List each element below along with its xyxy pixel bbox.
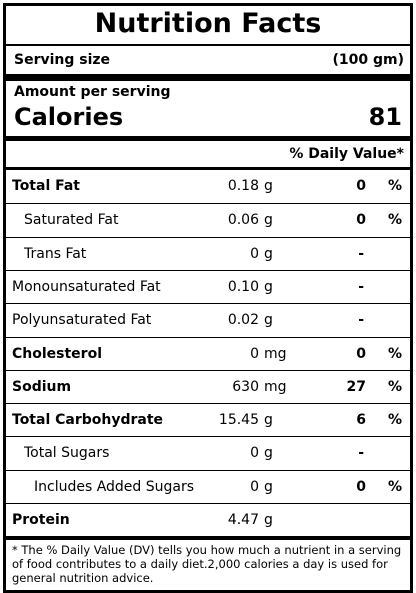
- dv-value: -: [358, 278, 364, 295]
- amount: 0.18: [227, 178, 259, 194]
- amount-caption: Amount per serving: [14, 84, 171, 100]
- amount: 630: [232, 378, 259, 395]
- calories-value: 81: [368, 103, 402, 131]
- amount: 0.06: [227, 212, 259, 229]
- serving-label: Serving size: [14, 52, 111, 68]
- nutrient-row: Total Fat 0.18 g 0%: [6, 170, 410, 203]
- unit: mg: [264, 345, 287, 362]
- dv-unit: %: [387, 478, 402, 495]
- dv-unit: %: [387, 378, 402, 395]
- rule: [6, 536, 410, 540]
- nutrient-name: Sodium: [12, 378, 72, 395]
- nutrient-name: Total Fat: [12, 178, 81, 194]
- amount: 15.45: [218, 412, 259, 429]
- serving-value: (100 gm): [332, 52, 404, 68]
- dv-value: -: [358, 445, 364, 462]
- dv-value: -: [358, 312, 364, 329]
- nutrient-row: Saturated Fat 0.06 g 0%: [6, 203, 410, 237]
- unit: g: [264, 245, 273, 262]
- unit: g: [264, 212, 273, 229]
- nutrient-name: Includes Added Sugars: [34, 478, 195, 495]
- nutrient-name: Cholesterol: [12, 345, 102, 362]
- nutrient-name: Monounsaturated Fat: [12, 278, 161, 295]
- unit: mg: [264, 378, 287, 395]
- unit: g: [264, 512, 273, 528]
- amount: 0.10: [227, 278, 259, 295]
- unit: g: [264, 178, 273, 194]
- unit: g: [264, 278, 273, 295]
- amount: 0: [250, 245, 259, 262]
- dv-value: 6: [356, 412, 366, 429]
- dv-value: -: [358, 245, 364, 262]
- dv-unit: %: [387, 178, 402, 194]
- rule: [6, 44, 410, 46]
- nutrient-row: Polyunsaturated Fat 0.02 g -: [6, 303, 410, 337]
- dv-unit: %: [387, 345, 402, 362]
- nutrient-row: Includes Added Sugars 0 g 0%: [6, 469, 410, 504]
- dv-unit: %: [387, 212, 402, 229]
- unit: g: [264, 312, 273, 329]
- dv-value: 0: [356, 212, 366, 229]
- dv-value: 0: [356, 178, 366, 194]
- unit: g: [264, 445, 273, 462]
- unit: g: [264, 478, 273, 495]
- nutrient-name: Protein: [12, 512, 70, 528]
- calories-label: Calories: [14, 103, 124, 131]
- nutrient-row: Total Carbohydrate 15.45 g 6%: [6, 403, 410, 437]
- nutrient-row: Monounsaturated Fat 0.10 g -: [6, 269, 410, 304]
- nutrient-row: Trans Fat 0 g -: [6, 236, 410, 271]
- nutrient-name: Trans Fat: [24, 245, 87, 262]
- dv-value: 0: [356, 345, 366, 362]
- rule: [6, 74, 410, 81]
- amount: 0: [250, 478, 259, 495]
- amount: 0.02: [227, 312, 259, 329]
- nutrition-label: Nutrition Facts Serving size (100 gm) Am…: [3, 3, 413, 593]
- rule: [6, 136, 410, 141]
- nutrient-row: Protein 4.47 g: [6, 503, 410, 537]
- nutrient-row: Sodium 630 mg 27%: [6, 369, 410, 404]
- nutrient-name: Total Carbohydrate: [12, 412, 164, 429]
- dv-unit: %: [387, 412, 402, 429]
- title: Nutrition Facts: [94, 8, 322, 39]
- amount: 0: [250, 445, 259, 462]
- amount: 0: [250, 345, 259, 362]
- nutrient-row: Cholesterol 0 mg 0%: [6, 336, 410, 371]
- dv-header: % Daily Value*: [289, 146, 404, 162]
- dv-value: 27: [346, 378, 366, 395]
- amount: 4.47: [227, 512, 259, 528]
- nutrient-row: Total Sugars 0 g -: [6, 436, 410, 470]
- rule: [6, 167, 410, 170]
- nutrient-name: Total Sugars: [24, 445, 110, 462]
- unit: g: [264, 412, 273, 429]
- nutrient-name: Saturated Fat: [24, 212, 119, 229]
- nutrient-name: Polyunsaturated Fat: [12, 312, 152, 329]
- dv-value: 0: [356, 478, 366, 495]
- footnote: * The % Daily Value (DV) tells you how m…: [12, 543, 402, 585]
